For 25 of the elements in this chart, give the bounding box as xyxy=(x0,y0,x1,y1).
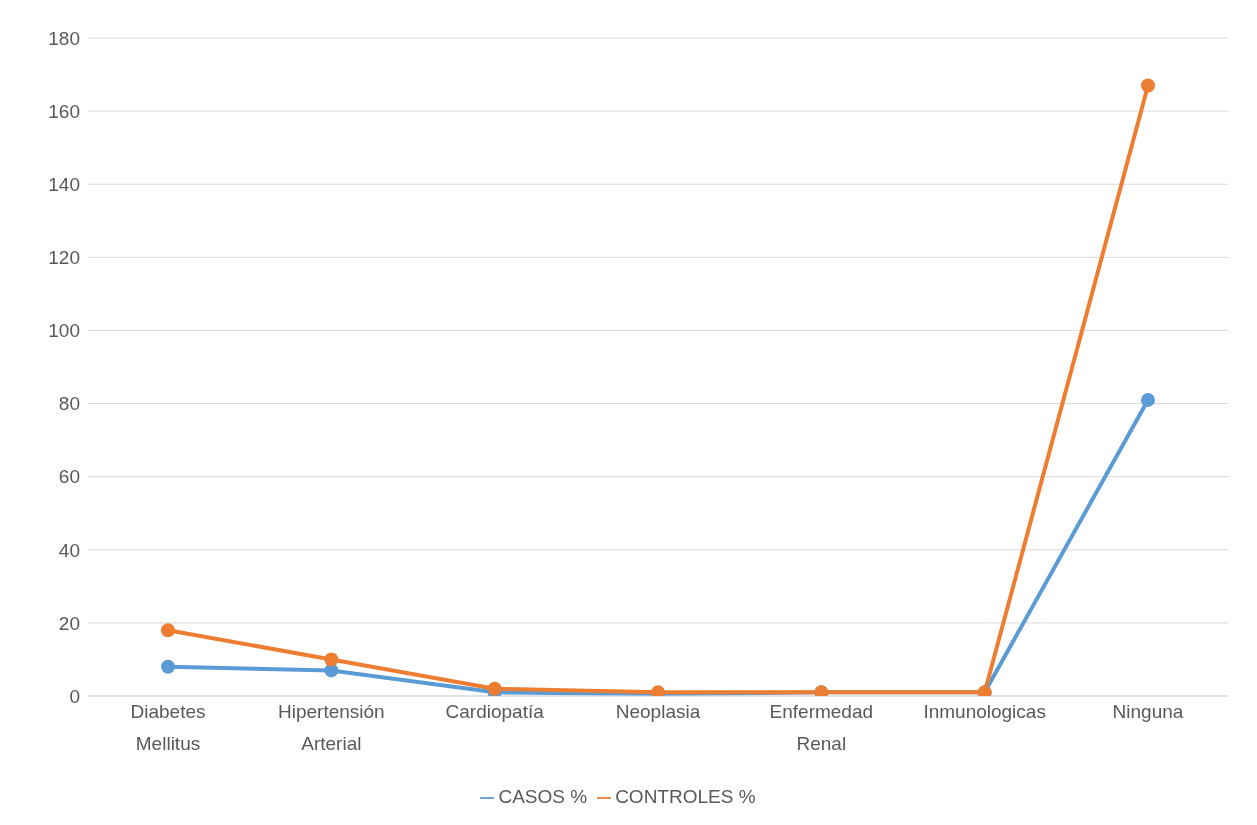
y-tick-label: 100 xyxy=(48,320,80,342)
y-tick-label: 40 xyxy=(58,539,80,561)
point xyxy=(1141,392,1155,407)
x-tick-label: Diabetes Mellitus xyxy=(130,701,206,754)
x-tick-label: Hipertensión Arterial xyxy=(278,701,385,754)
y-tick-label: 120 xyxy=(48,247,80,269)
point xyxy=(324,652,339,667)
y-tick-label: 0 xyxy=(69,685,80,707)
x-tick-label: Inmunologicas xyxy=(923,701,1046,722)
y-tick-label: 160 xyxy=(48,100,80,122)
y-tick-label: 180 xyxy=(48,27,80,49)
x-tick-label: Ninguna xyxy=(1112,701,1184,722)
y-tick-label: 140 xyxy=(48,173,80,195)
x-tick-label: Cardiopatía xyxy=(445,701,545,722)
legend-label: CASOS % xyxy=(498,786,588,807)
y-tick-label: 60 xyxy=(58,466,80,488)
x-tick-label: Enfermedad Renal xyxy=(769,701,874,754)
legend-label: CONTROLES % xyxy=(615,786,756,807)
point xyxy=(161,659,175,674)
y-tick-label: 80 xyxy=(58,393,80,415)
x-tick-label: Neoplasia xyxy=(615,701,701,722)
point xyxy=(487,681,502,696)
y-tick-label: 20 xyxy=(58,612,80,634)
point xyxy=(1141,78,1155,93)
point xyxy=(161,623,175,638)
